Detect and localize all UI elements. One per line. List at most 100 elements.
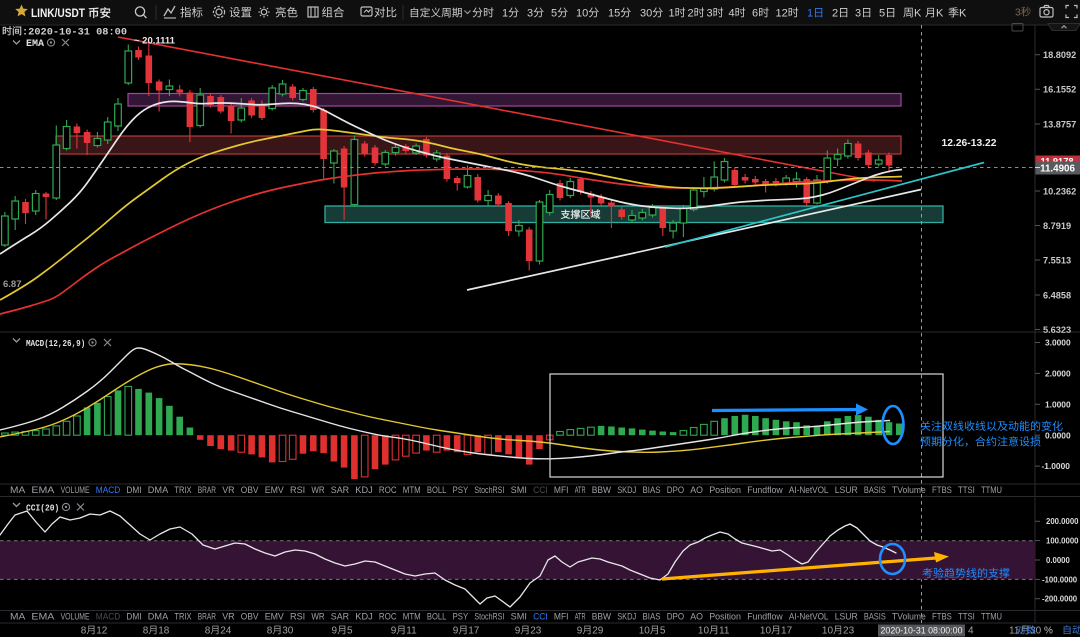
svg-text:K: K	[959, 8, 967, 20]
svg-text:-200.0000: -200.0000	[1042, 595, 1078, 604]
svg-text:PSY: PSY	[453, 612, 469, 623]
svg-text:5: 5	[551, 8, 557, 20]
svg-text:CCI: CCI	[533, 612, 548, 623]
svg-text:11: 11	[719, 626, 730, 637]
svg-text:BIAS: BIAS	[643, 612, 661, 623]
svg-text:TRIX: TRIX	[174, 485, 192, 496]
svg-text:TVolume: TVolume	[892, 485, 926, 496]
svg-text:23: 23	[843, 626, 855, 637]
svg-text:6: 6	[752, 8, 758, 20]
svg-text:DMI: DMI	[126, 612, 141, 623]
svg-text:3: 3	[855, 8, 861, 20]
svg-text:15: 15	[608, 8, 620, 20]
svg-text:SAR: SAR	[331, 485, 349, 496]
svg-text:StochRSI: StochRSI	[474, 612, 504, 623]
svg-text:BRAR: BRAR	[198, 612, 216, 623]
svg-text:17: 17	[468, 626, 480, 637]
svg-text:0.0000: 0.0000	[1046, 556, 1071, 565]
svg-text:BBW: BBW	[592, 612, 611, 623]
svg-text:12: 12	[776, 8, 788, 20]
svg-text::2020-10-31 08:00: :2020-10-31 08:00	[22, 27, 127, 39]
svg-text:10: 10	[822, 626, 834, 637]
svg-text:DMI: DMI	[126, 485, 141, 496]
svg-text:VOLUME: VOLUME	[61, 485, 90, 496]
svg-text:1.0000: 1.0000	[1045, 399, 1071, 409]
svg-text:ROC: ROC	[379, 612, 397, 623]
svg-text:TVolume: TVolume	[892, 612, 926, 623]
svg-text:EMV: EMV	[265, 612, 285, 623]
svg-text:FTBS: FTBS	[932, 485, 952, 496]
svg-text:8: 8	[205, 626, 211, 637]
svg-text:9: 9	[453, 626, 459, 637]
svg-text:10: 10	[760, 626, 772, 637]
svg-text:LSUR: LSUR	[835, 612, 858, 623]
svg-text:-100.0000: -100.0000	[1042, 575, 1078, 584]
svg-text:-1.0000: -1.0000	[1042, 461, 1071, 471]
svg-text:WR: WR	[311, 612, 324, 623]
svg-text:ATR: ATR	[575, 485, 586, 496]
svg-text:17: 17	[781, 626, 793, 637]
svg-text:0.0000: 0.0000	[1045, 430, 1071, 440]
svg-text:DMA: DMA	[148, 612, 169, 623]
svg-text:%: %	[1044, 626, 1053, 637]
svg-text:AI-NetVOL: AI-NetVOL	[789, 612, 829, 623]
svg-text:MTM: MTM	[403, 612, 421, 623]
svg-text:Position: Position	[709, 612, 741, 623]
svg-text:MTM: MTM	[403, 485, 421, 496]
svg-text:K: K	[914, 8, 922, 20]
svg-text:VR: VR	[222, 485, 235, 496]
svg-text:18.8092: 18.8092	[1043, 50, 1076, 60]
svg-text:MA: MA	[10, 612, 26, 623]
svg-text:29: 29	[592, 626, 604, 637]
svg-text:BOLL: BOLL	[427, 612, 446, 623]
svg-text:100.0000: 100.0000	[1046, 537, 1079, 546]
svg-text:5: 5	[347, 626, 353, 637]
svg-text:LSUR: LSUR	[835, 485, 858, 496]
svg-text:5: 5	[660, 626, 666, 637]
svg-text:FTBS: FTBS	[932, 612, 952, 623]
svg-text:10: 10	[576, 8, 588, 20]
svg-text:9: 9	[332, 626, 338, 637]
svg-text:CCI(20): CCI(20)	[26, 503, 59, 514]
svg-text:30: 30	[1030, 626, 1042, 637]
svg-text:11.9178: 11.9178	[1040, 156, 1073, 166]
svg-text:~ 20.1111: ~ 20.1111	[134, 36, 176, 47]
svg-text:Position: Position	[709, 485, 741, 496]
svg-text:3.0000: 3.0000	[1045, 338, 1071, 348]
svg-text:10: 10	[639, 626, 651, 637]
svg-text:5: 5	[879, 8, 885, 20]
svg-text:1: 1	[807, 8, 813, 20]
svg-text:30: 30	[640, 8, 652, 20]
svg-text:13.8757: 13.8757	[1043, 119, 1076, 129]
svg-text:TRIX: TRIX	[174, 612, 192, 623]
svg-text:MA: MA	[10, 485, 26, 496]
svg-text:EMA: EMA	[31, 485, 55, 496]
svg-text:K: K	[936, 8, 944, 20]
svg-text:TTMU: TTMU	[981, 485, 1002, 496]
svg-text:10: 10	[698, 626, 710, 637]
svg-text:KDJ: KDJ	[355, 612, 373, 623]
svg-text:SAR: SAR	[331, 612, 349, 623]
svg-text:8: 8	[267, 626, 273, 637]
svg-text:2.0000: 2.0000	[1045, 369, 1071, 379]
svg-text:TTSI: TTSI	[958, 485, 975, 496]
svg-text:200.0000: 200.0000	[1046, 517, 1079, 526]
svg-text:AO: AO	[690, 485, 703, 496]
svg-text:3: 3	[527, 8, 533, 20]
svg-text:Fundflow: Fundflow	[747, 485, 783, 496]
svg-text:1: 1	[502, 8, 508, 20]
svg-text:9: 9	[577, 626, 583, 637]
svg-text:PSY: PSY	[453, 485, 469, 496]
svg-text:4: 4	[729, 8, 735, 20]
svg-text:10.2362: 10.2362	[1043, 186, 1076, 196]
svg-text:23: 23	[530, 626, 542, 637]
svg-text:7.5513: 7.5513	[1043, 255, 1071, 265]
svg-text:SMI: SMI	[511, 485, 527, 496]
svg-text:24: 24	[220, 626, 232, 637]
svg-text:1: 1	[669, 8, 675, 20]
svg-text:8: 8	[81, 626, 87, 637]
svg-text:VOLUME: VOLUME	[61, 612, 90, 623]
svg-text:3: 3	[1015, 7, 1021, 19]
svg-text:VR: VR	[222, 612, 235, 623]
svg-text:18: 18	[158, 626, 170, 637]
